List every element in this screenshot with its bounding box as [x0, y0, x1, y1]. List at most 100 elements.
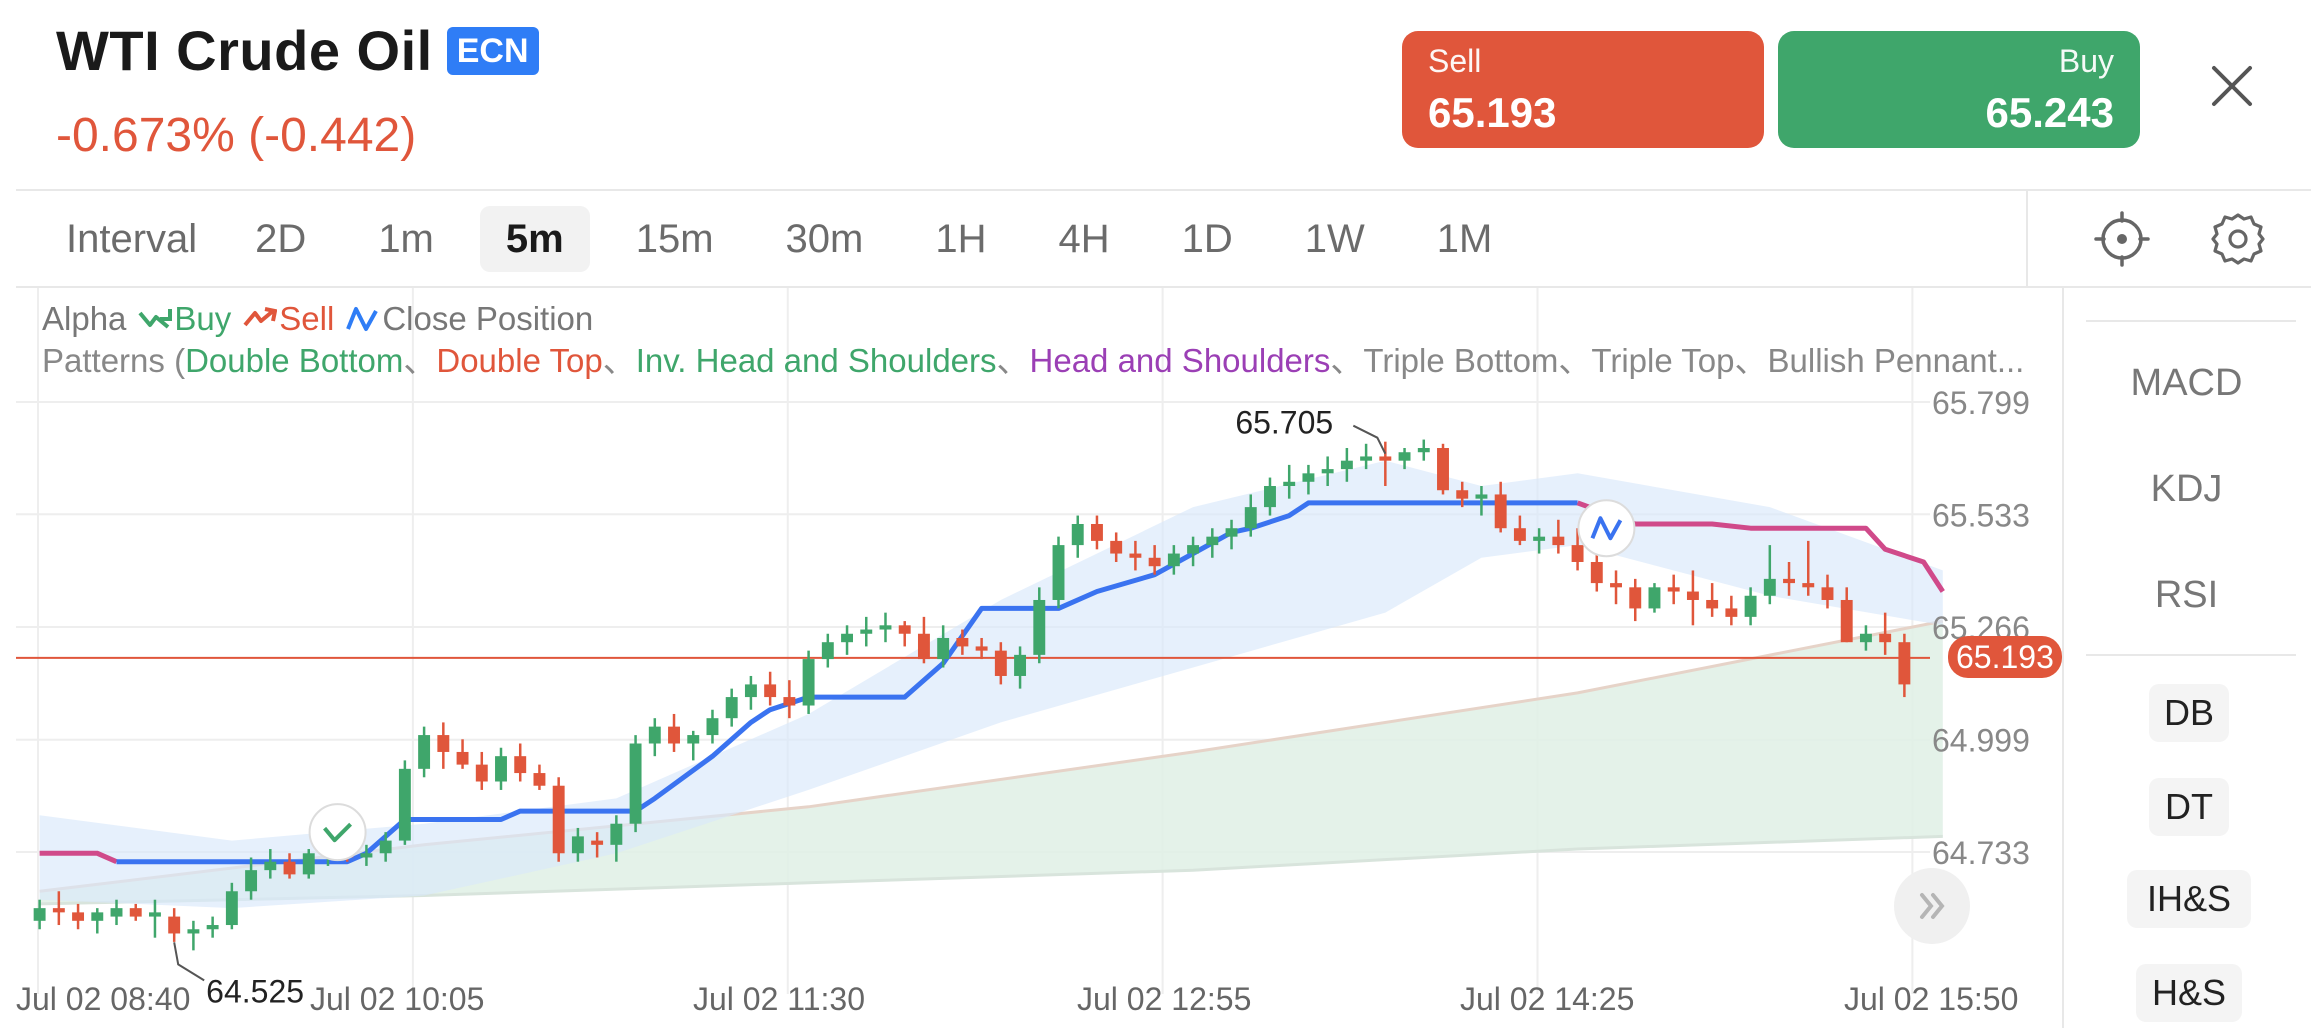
- high-price-label: 65.705: [1235, 405, 1333, 441]
- ecn-badge: ECN: [446, 26, 539, 75]
- candle-down: [52, 908, 65, 913]
- buy-button[interactable]: Buy 65.243: [1778, 31, 2140, 148]
- candle-up: [1167, 553, 1180, 567]
- candle-up: [302, 853, 315, 875]
- pattern-legend-item: Bullish Pennant...: [1767, 342, 2025, 379]
- candle-up: [1859, 633, 1872, 643]
- candle-up: [744, 684, 757, 698]
- candle-up: [629, 743, 642, 824]
- x-axis-tick-label: Jul 02 15:50: [1844, 981, 2018, 1017]
- candle-up: [1283, 481, 1296, 487]
- instrument-header: WTI Crude Oil ECN -0.673% (-0.442) Sell …: [0, 0, 2311, 190]
- candle-up: [1206, 536, 1219, 546]
- x-axis-tick-label: Jul 02 14:25: [1460, 981, 1634, 1017]
- buy-signal-icon[interactable]: [308, 803, 367, 862]
- candle-up: [1533, 536, 1546, 541]
- candle-up: [398, 768, 411, 841]
- x-axis-tick-label: Jul 02 10:05: [310, 981, 484, 1017]
- pattern-legend-item: Head and Shoulders: [1029, 342, 1331, 379]
- candle-up: [687, 735, 700, 744]
- indicator-rsi[interactable]: RSI: [2154, 574, 2219, 616]
- sell-arrow-icon: [243, 307, 278, 327]
- panel-divider-bottom: [2086, 654, 2296, 656]
- candle-down: [898, 625, 911, 634]
- candle-up: [1302, 473, 1315, 482]
- y-axis-tick-label: 64.999: [1932, 723, 2030, 759]
- candle-down: [1667, 587, 1680, 592]
- candle-up: [1264, 486, 1276, 508]
- interval-1h[interactable]: 1H: [935, 217, 987, 261]
- interval-1w[interactable]: 1W: [1304, 217, 1365, 261]
- interval-5m[interactable]: 5m: [479, 206, 590, 272]
- candle-down: [764, 684, 777, 698]
- candlestick-chart[interactable]: 65.70564.52565.79965.53365.26664.99964.7…: [16, 288, 2062, 1028]
- interval-1m[interactable]: 1m: [378, 217, 434, 261]
- interval-15m[interactable]: 15m: [635, 217, 714, 261]
- candle-down: [552, 785, 565, 854]
- sell-button[interactable]: Sell 65.193: [1402, 31, 1764, 148]
- candle-down: [1898, 642, 1911, 685]
- candle-down: [1802, 583, 1815, 588]
- pattern-legend-item: Inv. Head and Shoulders: [635, 342, 997, 379]
- close-icon[interactable]: [2208, 62, 2256, 110]
- y-axis-tick-label: 65.533: [1932, 497, 2030, 533]
- x-axis-tick-label: Jul 02 12:55: [1077, 981, 1251, 1017]
- candle-up: [1360, 456, 1373, 461]
- panel-divider-top: [2086, 320, 2296, 322]
- toolbar-separator: [2026, 191, 2028, 287]
- price-chart[interactable]: 65.705 64.525 65.799 65.533 65.266 64.999 64.7…: [16, 288, 2062, 1028]
- pattern-separator: 、: [602, 342, 636, 379]
- interval-list: Interval 2D 1m 5m 15m 30m 1H 4H 1D 1W 1M: [16, 191, 1538, 287]
- candle-up: [1417, 448, 1430, 453]
- pattern-separator: 、: [1734, 342, 1768, 379]
- interval-1d[interactable]: 1D: [1181, 217, 1233, 261]
- candle-up: [91, 912, 104, 921]
- candle-up: [1071, 523, 1084, 546]
- header-divider: [16, 189, 2311, 191]
- candle-up: [610, 823, 623, 845]
- candle-up: [187, 929, 200, 934]
- candle-up: [110, 908, 123, 917]
- candle-up: [225, 891, 238, 926]
- candle-up: [1225, 528, 1238, 537]
- candle-up: [937, 637, 950, 660]
- pattern-db-button[interactable]: DB: [2149, 684, 2229, 742]
- candle-up: [206, 925, 219, 930]
- candle-down: [1379, 456, 1392, 461]
- candle-up: [725, 697, 738, 719]
- candle-down: [1456, 490, 1469, 499]
- scroll-to-latest-button[interactable]: [1894, 868, 1970, 944]
- y-axis-tick-label: 64.733: [1932, 835, 2030, 871]
- indicator-macd[interactable]: MACD: [2130, 362, 2243, 404]
- candle-up: [418, 735, 431, 769]
- pattern-ihs-button[interactable]: IH&S: [2127, 870, 2251, 928]
- indicator-kdj[interactable]: KDJ: [2150, 468, 2223, 510]
- patterns-list: Double Bottom、Double Top、Inv. Head and S…: [185, 342, 2024, 379]
- gear-icon[interactable]: [2210, 211, 2266, 267]
- interval-1month[interactable]: 1M: [1436, 217, 1493, 261]
- crosshair-icon[interactable]: [2094, 211, 2150, 267]
- candle-up: [1763, 578, 1776, 596]
- candle-down: [956, 637, 969, 647]
- interval-label: Interval: [66, 217, 198, 261]
- interval-2d[interactable]: 2D: [255, 217, 307, 261]
- candle-up: [821, 642, 834, 660]
- pattern-hs-button[interactable]: H&S: [2136, 964, 2242, 1022]
- interval-4h[interactable]: 4H: [1058, 217, 1110, 261]
- candle-up: [571, 836, 584, 854]
- candle-up: [706, 718, 719, 736]
- candle-down: [437, 735, 450, 752]
- candle-down: [1110, 540, 1123, 554]
- signal-legend: Alpha Buy Sell Close Position: [42, 300, 593, 338]
- pattern-dt-button[interactable]: DT: [2149, 778, 2229, 836]
- candle-up: [360, 853, 373, 858]
- candle-up: [1321, 469, 1334, 474]
- close-position-icon[interactable]: [1577, 499, 1636, 558]
- interval-toolbar: Interval 2D 1m 5m 15m 30m 1H 4H 1D 1W 1M: [16, 191, 2311, 287]
- moving-average-band: [39, 621, 1943, 904]
- pattern-separator: 、: [1330, 342, 1364, 379]
- interval-30m[interactable]: 30m: [785, 217, 864, 261]
- candle-up: [1244, 507, 1257, 529]
- candle-down: [475, 764, 488, 782]
- candle-down: [1494, 494, 1507, 529]
